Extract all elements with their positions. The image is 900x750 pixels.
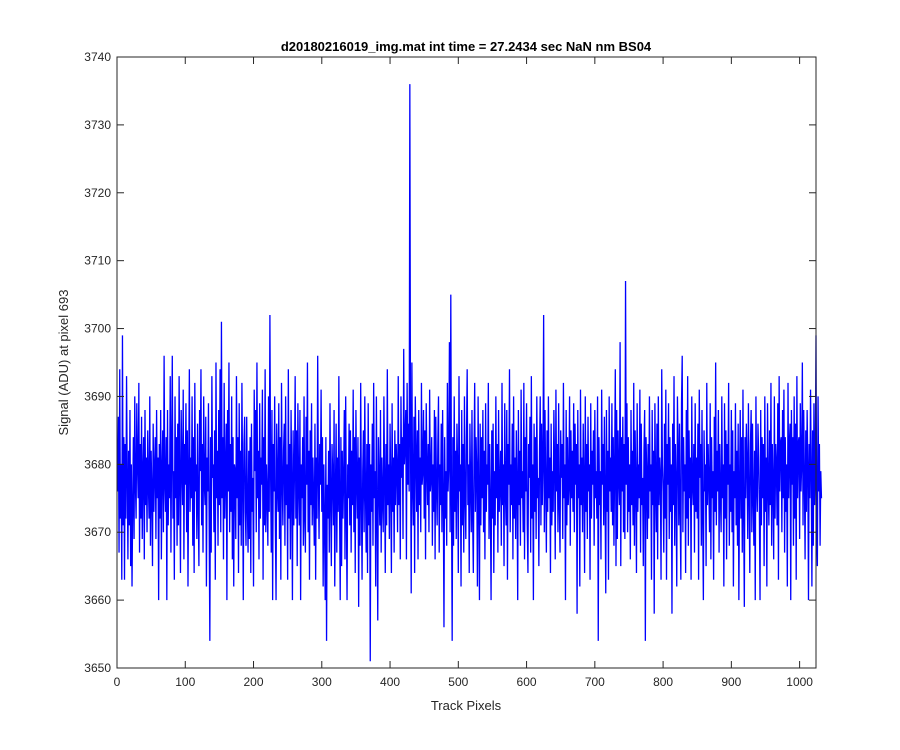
y-tick-label: 3730 (84, 118, 111, 132)
x-tick-label: 500 (448, 675, 468, 689)
y-tick-label: 3660 (84, 593, 111, 607)
chart-title: d20180216019_img.mat int time = 27.2434 … (281, 39, 652, 54)
x-tick-label: 600 (517, 675, 537, 689)
x-tick-label: 100 (175, 675, 195, 689)
y-tick-label: 3650 (84, 661, 111, 675)
x-tick-label: 0 (114, 675, 121, 689)
x-tick-label: 1000 (786, 675, 813, 689)
y-tick-label: 3720 (84, 186, 111, 200)
plot-area-frame (116, 56, 817, 669)
y-axis: 3650 3660 3670 3680 3690 3700 3710 3720 3730 3740 (84, 50, 816, 675)
x-axis-label: Track Pixels (431, 698, 502, 713)
y-tick-label: 3740 (84, 50, 111, 64)
x-axis: 0 100 200 300 400 500 600 700 800 900 1000 (114, 57, 813, 689)
x-tick-label: 200 (244, 675, 264, 689)
y-axis-label: Signal (ADU) at pixel 693 (56, 290, 71, 436)
x-tick-label: 400 (380, 675, 400, 689)
x-tick-label: 700 (585, 675, 605, 689)
x-tick-label: 900 (721, 675, 741, 689)
x-tick-label: 800 (653, 675, 673, 689)
x-tick-label: 300 (312, 675, 332, 689)
y-tick-label: 3680 (84, 457, 111, 471)
y-tick-label: 3670 (84, 525, 111, 539)
y-tick-label: 3710 (84, 254, 111, 268)
signal-series-line (117, 84, 823, 662)
y-tick-label: 3700 (84, 322, 111, 336)
y-tick-label: 3690 (84, 389, 111, 403)
